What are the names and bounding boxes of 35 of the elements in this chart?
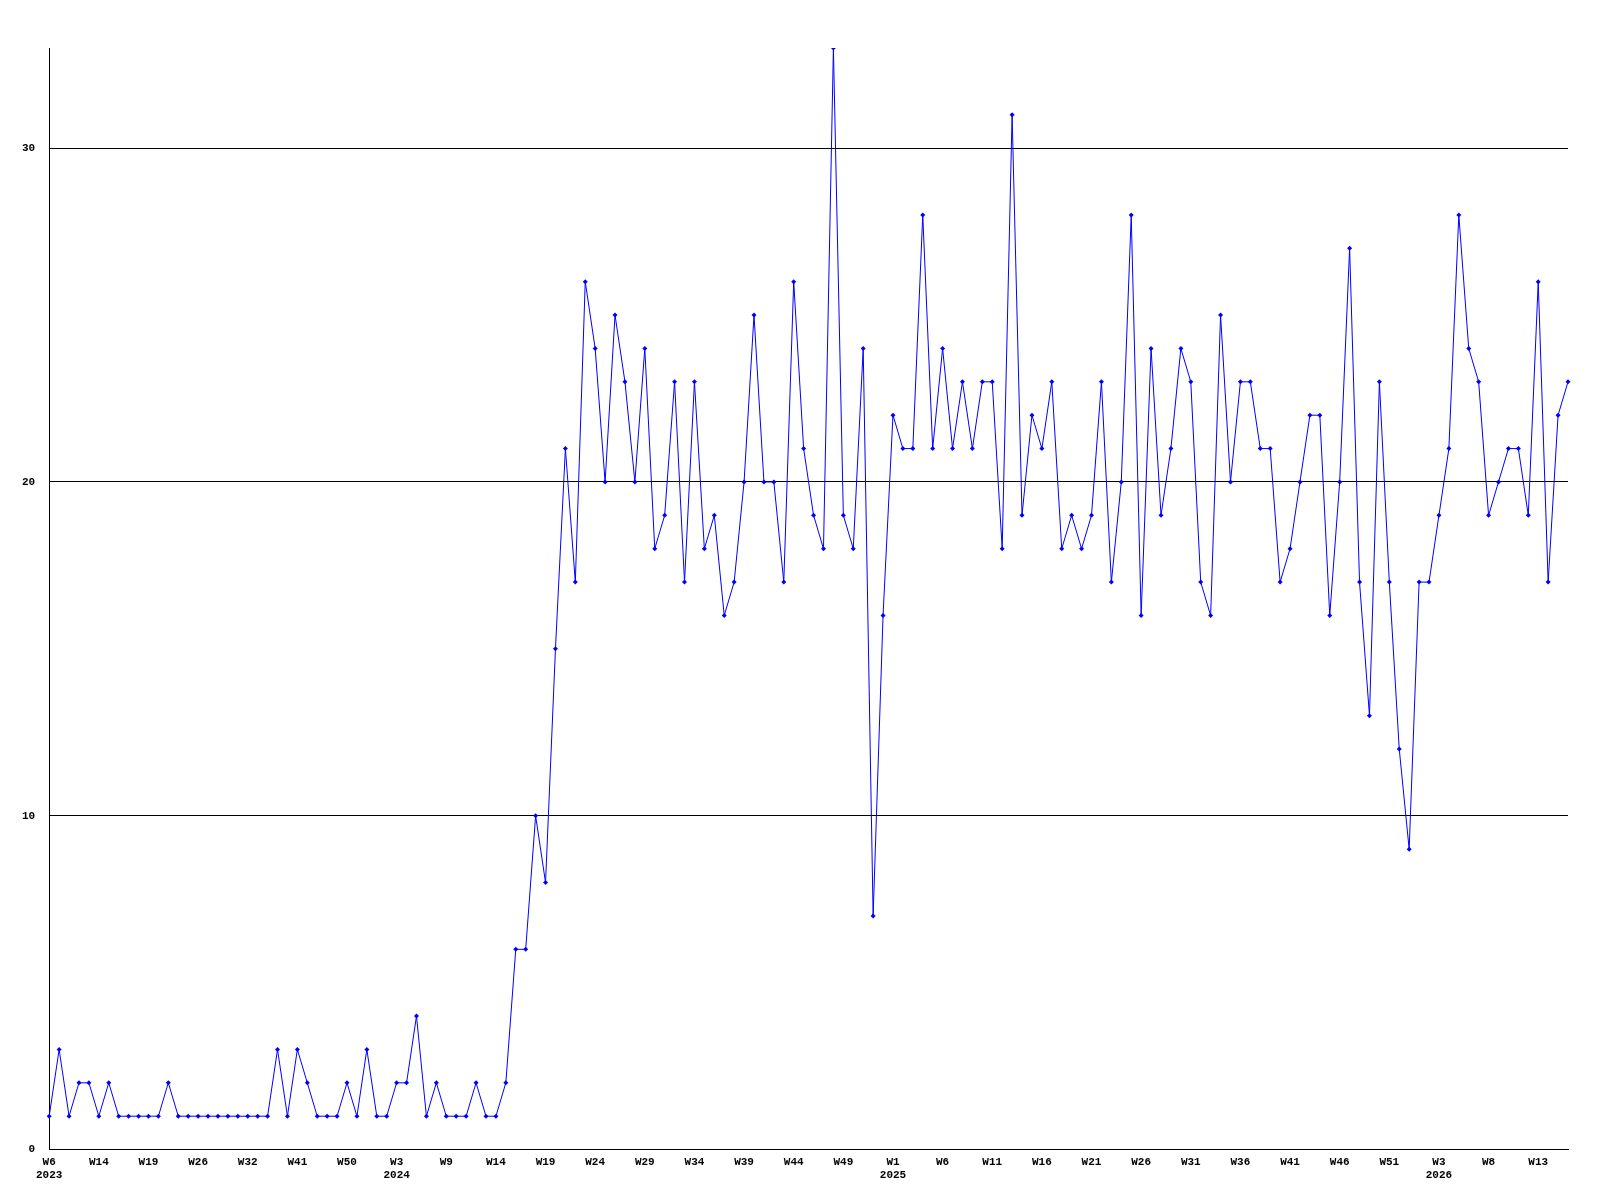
x-tick-label: W6 bbox=[936, 1155, 950, 1168]
x-tick-label: W8 bbox=[1481, 1155, 1496, 1168]
x-tick-label: W39 bbox=[734, 1155, 754, 1168]
x-tick-label: W6 2023 bbox=[36, 1155, 63, 1182]
x-tick-label: W41 bbox=[287, 1155, 308, 1168]
x-tick-label: W51 bbox=[1379, 1155, 1400, 1168]
y-tick-label: 30 bbox=[22, 141, 36, 154]
x-tick-label: W31 bbox=[1180, 1155, 1202, 1168]
x-tick-label: W16 bbox=[1031, 1155, 1052, 1168]
x-tick-label: W14 bbox=[88, 1155, 110, 1168]
x-tick-label: W21 bbox=[1081, 1155, 1102, 1168]
x-tick-label: W26 bbox=[188, 1155, 209, 1168]
x-tick-label: W9 bbox=[439, 1155, 453, 1168]
x-tick-label: W49 bbox=[833, 1155, 854, 1168]
x-tick-label: W1 2025 bbox=[879, 1155, 907, 1182]
y-tick-label: 20 bbox=[22, 475, 36, 488]
x-tick-label: W32 bbox=[237, 1155, 258, 1168]
x-tick-label: W11 bbox=[982, 1155, 1003, 1168]
y-tick-label: 10 bbox=[22, 809, 36, 822]
x-tick-label: W26 bbox=[1131, 1155, 1152, 1168]
x-tick-label: W34 bbox=[684, 1155, 705, 1168]
x-tick-label: W24 bbox=[585, 1155, 606, 1168]
x-tick-label: W3 2026 bbox=[1425, 1155, 1453, 1182]
x-tick-label: W19 bbox=[138, 1155, 159, 1168]
x-tick-label: W3 2024 bbox=[383, 1155, 411, 1182]
x-tick-label: W50 bbox=[337, 1155, 357, 1168]
x-tick-label: W36 bbox=[1230, 1155, 1251, 1168]
x-tick-label: W14 bbox=[486, 1155, 507, 1168]
x-tick-label: W13 bbox=[1528, 1155, 1549, 1168]
x-tick-label: W29 bbox=[634, 1155, 655, 1168]
x-tick-label: W19 bbox=[535, 1155, 556, 1168]
x-tick-label: W44 bbox=[783, 1155, 805, 1168]
x-tick-label: W46 bbox=[1329, 1155, 1350, 1168]
x-tick-label: W41 bbox=[1280, 1155, 1301, 1168]
y-tick-label: 0 bbox=[28, 1143, 36, 1156]
